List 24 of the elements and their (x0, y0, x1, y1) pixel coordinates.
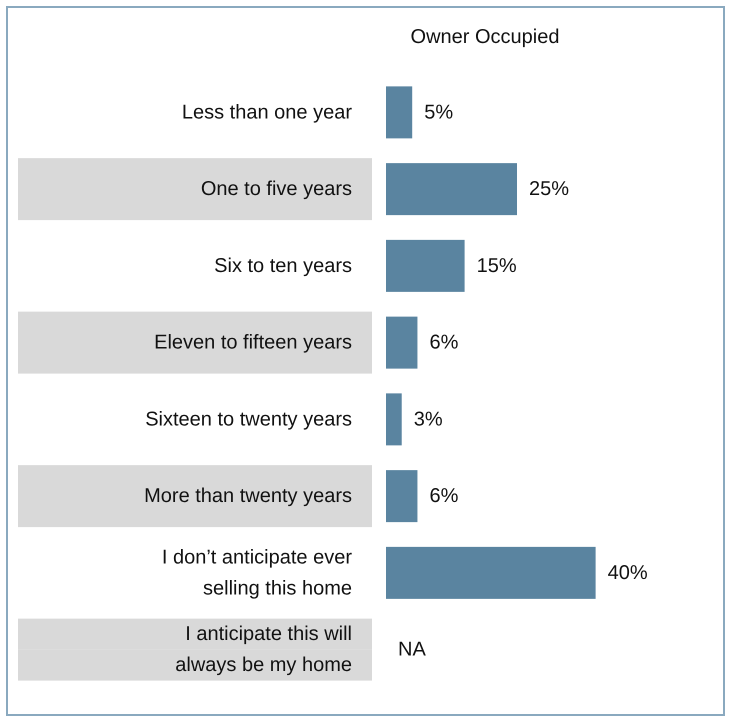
bar (386, 316, 418, 369)
y-tick-label: Sixteen to twenty years (145, 408, 352, 430)
bar (386, 393, 402, 446)
data-label: 15% (476, 254, 517, 277)
y-tick-label: Less than one year (182, 101, 352, 124)
text: NA (398, 638, 426, 661)
bar (386, 86, 412, 138)
data-label: 3% (414, 408, 443, 430)
data-label: 25% (529, 178, 570, 200)
y-tick-label: I don’t anticipate ever selling this home (162, 546, 352, 600)
bar (386, 546, 596, 599)
bar (386, 240, 465, 292)
y-tick-label: I anticipate this will always be my home (175, 623, 352, 676)
bar (386, 163, 518, 216)
data-label: 5% (424, 101, 454, 124)
y-tick-label: Eleven to fifteen years (154, 332, 352, 354)
y-tick-label: More than twenty years (144, 485, 352, 508)
y-tick-label: Six to ten years (214, 254, 352, 277)
data-label: 6% (429, 485, 459, 508)
y-tick-label: One to five years (200, 178, 352, 200)
bar (386, 470, 418, 522)
data-label: 40% (608, 562, 648, 584)
data-label: 6% (429, 332, 459, 354)
chart-title: Owner Occupied (410, 26, 560, 48)
